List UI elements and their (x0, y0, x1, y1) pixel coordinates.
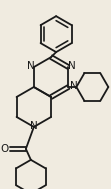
Text: N: N (67, 61, 75, 71)
Text: N: N (30, 121, 38, 131)
Text: N: N (27, 61, 35, 71)
Text: N: N (69, 81, 77, 91)
Text: O: O (1, 144, 9, 154)
